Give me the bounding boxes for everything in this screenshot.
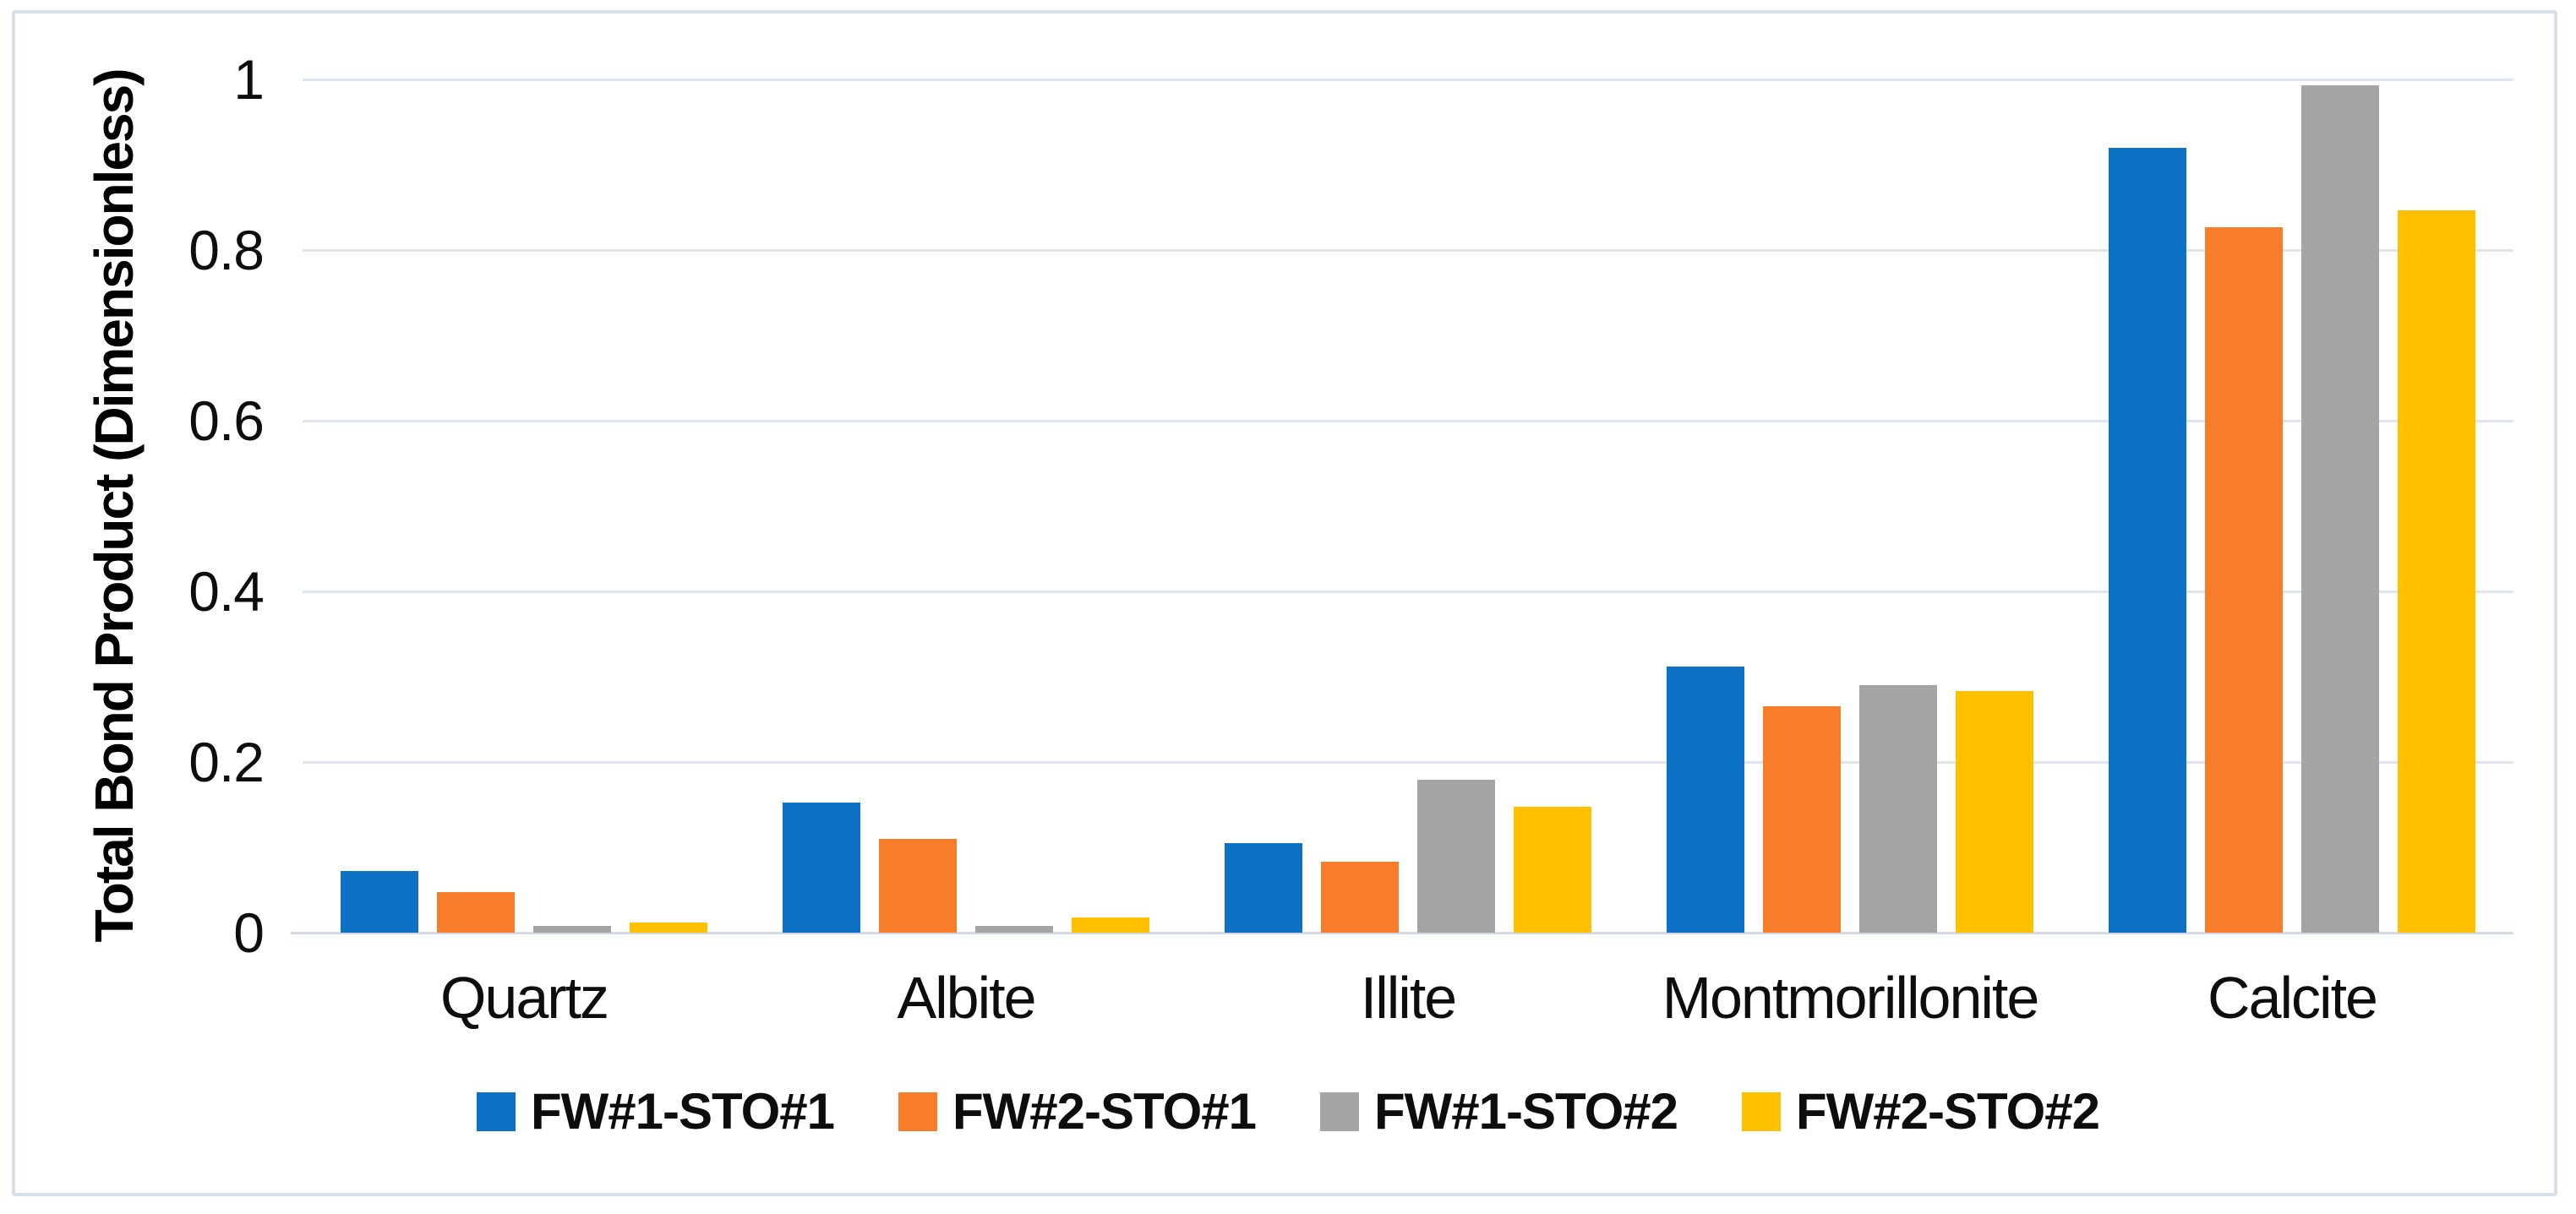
legend-label-fw-2-sto-2: FW#2-STO#2 [1796,1083,2100,1140]
bar-fw-1-sto-1-montmorillonite [1667,667,1744,933]
legend-label-fw-1-sto-1: FW#1-STO#1 [531,1083,835,1140]
figure-border [12,10,2557,1196]
y-tick-label-0.2: 0.2 [188,731,265,793]
legend-item-fw-2-sto-1: FW#2-STO#1 [898,1083,1257,1140]
gridline-0.8 [303,249,2513,252]
bar-fw-2-sto-2-calcite [2398,210,2475,933]
bar-fw-1-sto-1-calcite [2109,148,2186,933]
bar-fw-2-sto-1-illite [1321,862,1399,933]
bar-fw-2-sto-1-albite [879,839,957,933]
legend-item-fw-1-sto-2: FW#1-STO#2 [1320,1086,1678,1137]
bar-fw-2-sto-1-quartz [437,892,515,933]
bar-fw-2-sto-2-quartz [630,923,707,933]
gridline-0.6 [303,420,2513,422]
bar-fw-2-sto-2-illite [1514,807,1591,933]
bar-fw-1-sto-1-albite [783,803,860,933]
bar-fw-1-sto-1-quartz [341,871,418,933]
bar-fw-1-sto-1-illite [1225,843,1302,933]
legend-swatch-fw-2-sto-2 [1742,1092,1781,1131]
category-label-quartz: Quartz [439,965,609,1031]
bar-fw-2-sto-1-montmorillonite [1763,706,1841,933]
bar-fw-1-sto-2-albite [975,926,1053,933]
bar-fw-2-sto-2-montmorillonite [1956,691,2033,933]
bar-fw-1-sto-2-calcite [2301,85,2379,933]
bar-fw-2-sto-2-albite [1072,917,1149,933]
legend-label-fw-1-sto-2: FW#1-STO#2 [1374,1083,1678,1140]
category-label-albite: Albite [897,965,1036,1031]
bar-fw-1-sto-2-quartz [533,926,611,933]
category-label-illite: Illite [1360,965,1457,1031]
y-tick-label-0.6: 0.6 [188,389,265,452]
gridline-0.2 [303,761,2513,764]
legend-swatch-fw-1-sto-1 [477,1092,516,1131]
bar-fw-2-sto-1-calcite [2205,227,2283,933]
y-tick-label-0.4: 0.4 [188,560,265,623]
axis-baseline [291,932,2513,934]
y-tick-label-0.8: 0.8 [188,219,265,281]
legend: FW#1-STO#1 FW#2-STO#1 FW#1-STO#2 FW#2-STO#2 [0,1086,2576,1137]
legend-swatch-fw-1-sto-2 [1320,1092,1359,1131]
bar-fw-1-sto-2-illite [1417,780,1495,933]
legend-item-fw-1-sto-1: FW#1-STO#1 [477,1083,835,1140]
legend-swatch-fw-2-sto-1 [898,1092,937,1131]
bar-fw-1-sto-2-montmorillonite [1859,685,1937,933]
category-label-montmorillonite: Montmorillonite [1662,965,2040,1031]
category-label-calcite: Calcite [2208,965,2378,1031]
gridline-1 [303,79,2513,81]
gridline-0.4 [303,591,2513,593]
y-axis-title: Total Bond Product (Dimensionless) [84,69,145,943]
y-tick-label-0: 0 [233,901,265,964]
legend-item-fw-2-sto-2: FW#2-STO#2 [1742,1083,2100,1140]
legend-label-fw-2-sto-1: FW#2-STO#1 [952,1083,1257,1140]
y-tick-label-1: 1 [233,48,265,111]
